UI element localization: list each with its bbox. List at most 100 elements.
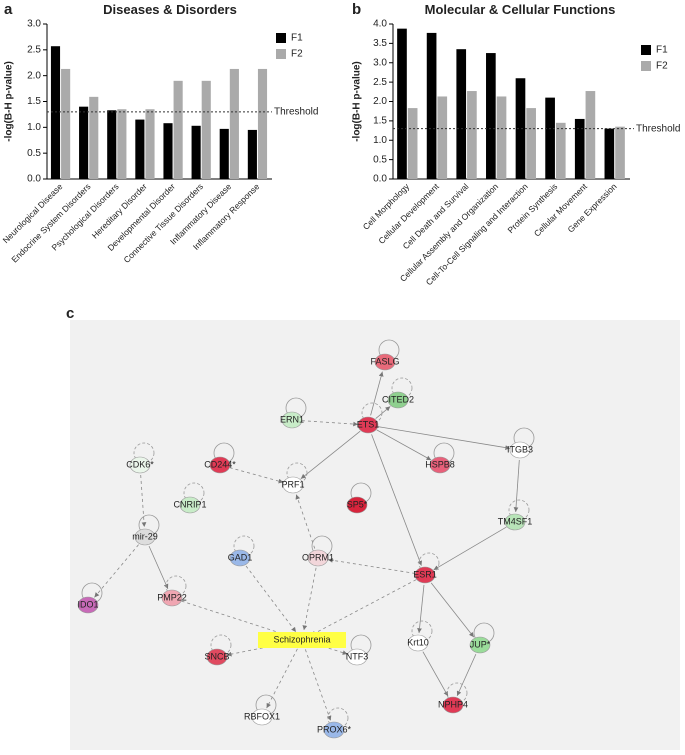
network-edge bbox=[302, 567, 317, 631]
panel-label: c bbox=[66, 305, 74, 322]
node-label: PROX6* bbox=[317, 724, 352, 734]
legend-swatch bbox=[276, 33, 286, 43]
panel-label: a bbox=[4, 1, 13, 18]
bar bbox=[145, 109, 155, 179]
legend-label: F2 bbox=[291, 49, 303, 60]
network-node bbox=[282, 476, 304, 494]
network-edge bbox=[417, 584, 425, 634]
y-axis-label: -log(B-H p-value) bbox=[4, 61, 15, 142]
network-node bbox=[251, 708, 273, 726]
network: FASLG CITED2 ERN1 ETS1 ITGB3 CDK6* CD244* PRF1 H… bbox=[77, 339, 535, 739]
node-label: CDK6* bbox=[126, 459, 154, 469]
node-label: CITED2 bbox=[382, 394, 414, 404]
network-edge bbox=[422, 651, 449, 697]
network-node bbox=[374, 353, 396, 371]
network-edge bbox=[375, 406, 391, 419]
network-node bbox=[509, 441, 531, 459]
y-tick-label: 2.5 bbox=[373, 77, 387, 88]
y-axis-label: -log(B-H p-value) bbox=[352, 61, 363, 142]
node-label: OPRM1 bbox=[302, 552, 334, 562]
network-edge bbox=[310, 579, 417, 636]
node-label: TM4SF1 bbox=[498, 516, 533, 526]
bar bbox=[79, 106, 89, 179]
network-node bbox=[129, 456, 151, 474]
threshold-label: Threshold bbox=[636, 123, 680, 134]
bar bbox=[545, 97, 555, 179]
y-tick-label: 3.0 bbox=[373, 57, 387, 68]
bar bbox=[526, 108, 536, 179]
network-node bbox=[281, 411, 303, 429]
y-tick-label: 0.0 bbox=[373, 174, 387, 185]
bar bbox=[437, 96, 448, 179]
bar bbox=[117, 109, 127, 179]
network-node bbox=[346, 648, 368, 666]
network-node bbox=[206, 648, 228, 666]
x-tick-label: Cellular Movement bbox=[532, 181, 590, 239]
bar bbox=[456, 49, 467, 179]
node-label: GAD1 bbox=[228, 552, 253, 562]
network-edge bbox=[371, 434, 422, 566]
y-tick-label: 2.0 bbox=[373, 96, 387, 107]
bar bbox=[574, 118, 585, 179]
legend-swatch bbox=[641, 45, 651, 55]
node-label: PMP22 bbox=[157, 592, 187, 602]
network-edge bbox=[456, 653, 477, 697]
bar bbox=[173, 80, 183, 179]
node-label: HSPB8 bbox=[425, 459, 455, 469]
bar bbox=[89, 96, 99, 179]
bar bbox=[201, 80, 211, 179]
y-tick-label: 1.0 bbox=[27, 122, 41, 133]
y-tick-label: 3.0 bbox=[27, 19, 41, 30]
node-label: ETS1 bbox=[357, 419, 380, 429]
chart-title: Molecular & Cellular Functions bbox=[425, 2, 616, 17]
network-node bbox=[407, 634, 429, 652]
bar bbox=[163, 123, 173, 179]
bar bbox=[107, 110, 117, 179]
node-label: CD244* bbox=[204, 459, 236, 469]
bar bbox=[555, 122, 566, 179]
bar bbox=[407, 108, 418, 179]
network-edge bbox=[377, 426, 511, 450]
bar bbox=[467, 91, 477, 179]
network-node bbox=[179, 496, 201, 514]
network-edge bbox=[266, 648, 298, 709]
network-node bbox=[442, 696, 464, 714]
bar bbox=[191, 125, 201, 179]
y-tick-label: 1.5 bbox=[27, 96, 41, 107]
y-tick-label: 2.0 bbox=[27, 70, 41, 81]
y-tick-label: 4.0 bbox=[373, 19, 387, 30]
network-edge bbox=[304, 649, 332, 721]
bar bbox=[219, 128, 229, 179]
node-label: Krt10 bbox=[407, 637, 429, 647]
legend-swatch bbox=[641, 61, 651, 71]
y-tick-label: 1.5 bbox=[373, 116, 387, 127]
network-edge bbox=[181, 600, 293, 638]
network-node bbox=[161, 589, 183, 607]
node-label: RBFOX1 bbox=[244, 711, 280, 721]
bar bbox=[247, 129, 257, 179]
node-label: IDO1 bbox=[77, 599, 98, 609]
bar bbox=[585, 91, 596, 179]
node-label: PRF1 bbox=[281, 479, 304, 489]
network-node bbox=[209, 456, 231, 474]
bar bbox=[486, 53, 496, 179]
y-tick-label: 0.5 bbox=[373, 154, 387, 165]
bar bbox=[515, 78, 526, 179]
network-edge bbox=[226, 641, 293, 657]
network-node bbox=[307, 549, 329, 567]
node-label: FASLG bbox=[370, 356, 399, 366]
y-tick-label: 0.5 bbox=[27, 148, 41, 159]
network-edge bbox=[140, 474, 147, 528]
bar bbox=[229, 68, 239, 179]
node-label: JUP* bbox=[470, 639, 491, 649]
bar bbox=[496, 96, 507, 179]
node-label: ESR1 bbox=[413, 569, 437, 579]
y-tick-label: 2.5 bbox=[27, 44, 41, 55]
legend-swatch bbox=[276, 49, 286, 59]
node-label: mir-29 bbox=[132, 531, 158, 541]
network-edge bbox=[433, 526, 507, 571]
network-edge bbox=[376, 429, 432, 461]
node-label: SP5* bbox=[347, 499, 368, 509]
bar bbox=[257, 68, 268, 179]
bar bbox=[426, 32, 437, 179]
